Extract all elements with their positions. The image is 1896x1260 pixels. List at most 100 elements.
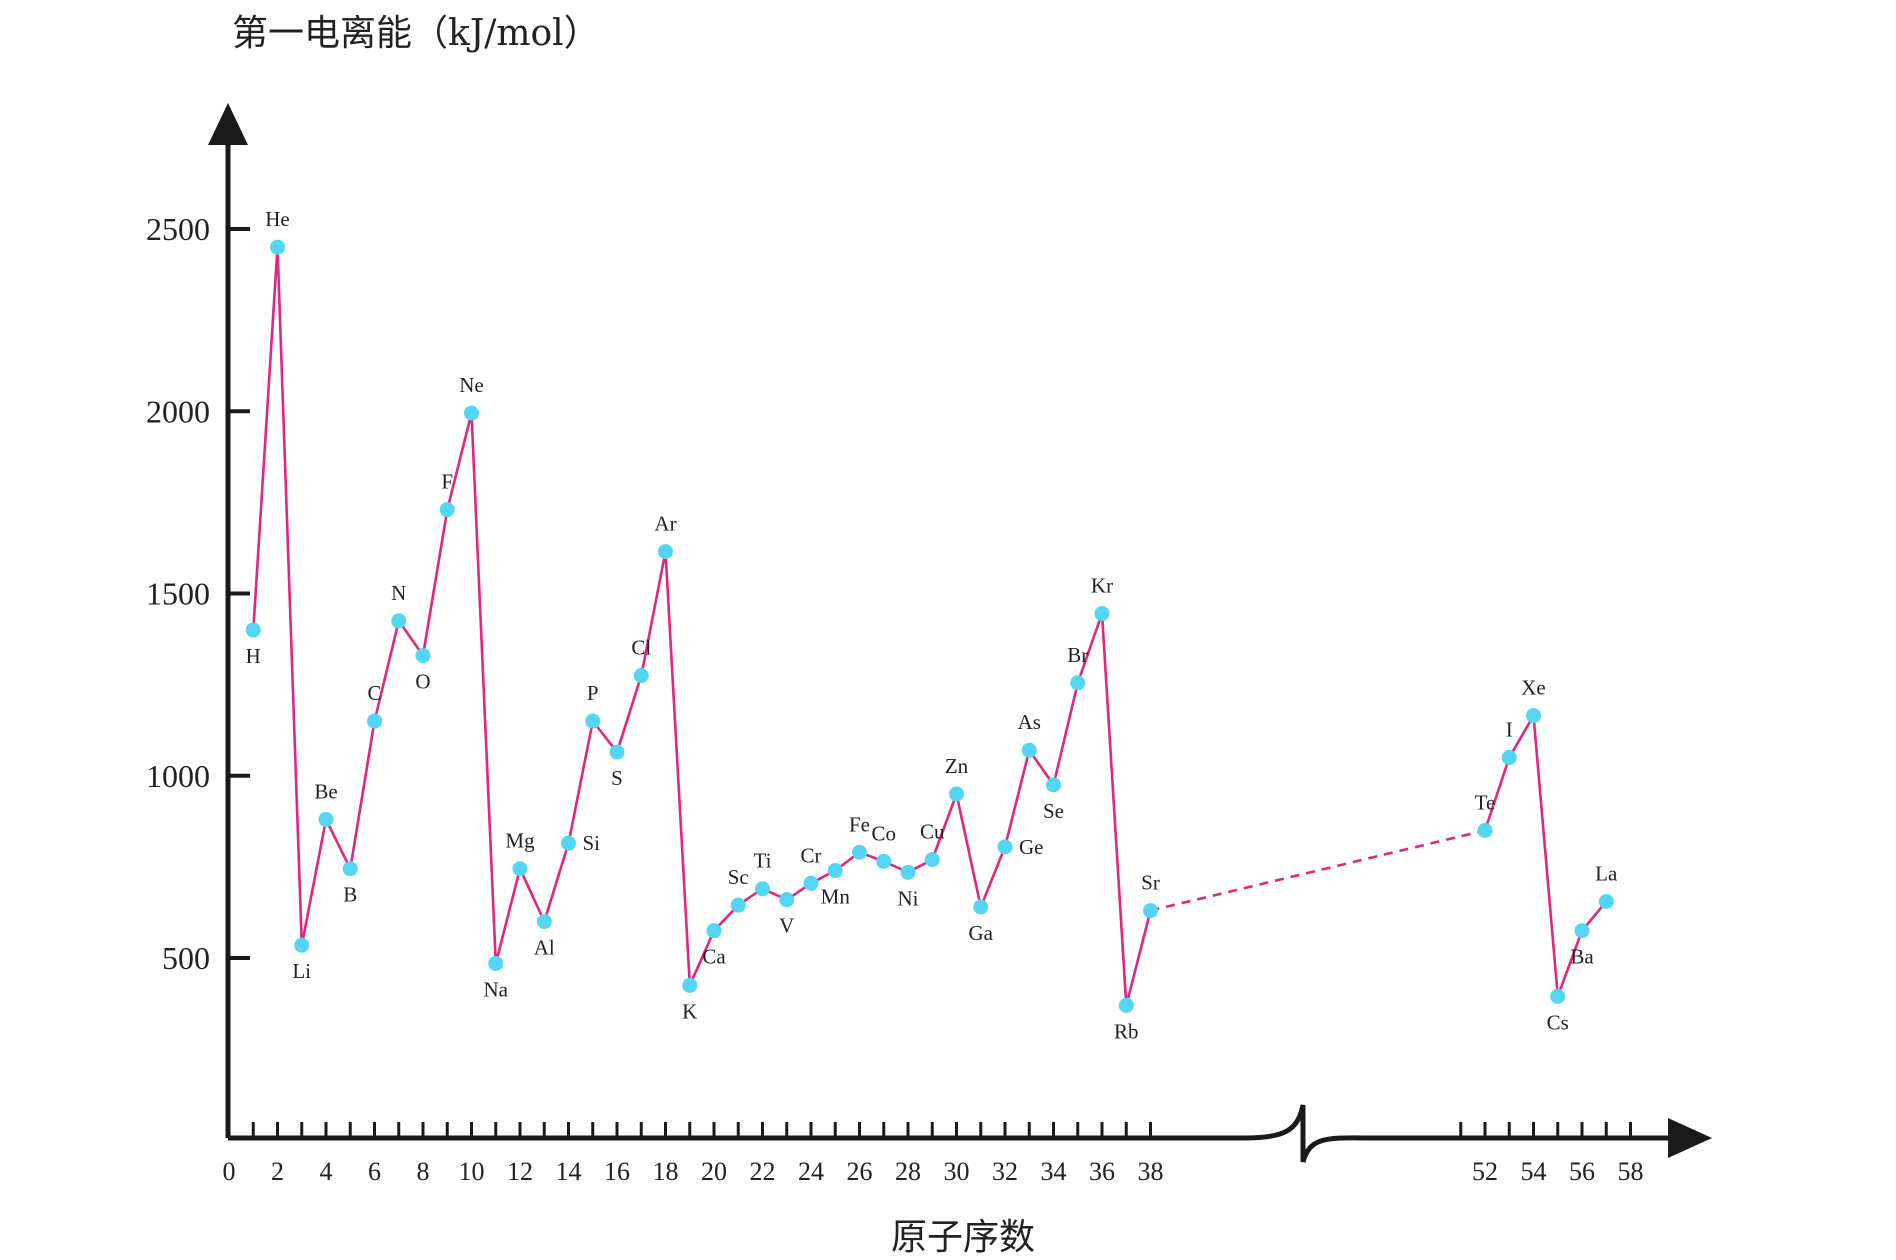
data-point-ge: [997, 839, 1013, 855]
element-label-se: Se: [1043, 799, 1064, 823]
element-label-ne: Ne: [459, 373, 484, 397]
y-tick-label: 1500: [146, 576, 210, 612]
data-point-s: [609, 744, 625, 760]
element-label-p: P: [587, 681, 599, 705]
data-point-v: [779, 892, 795, 908]
data-point-ba: [1574, 923, 1590, 939]
x-tick-label: 24: [798, 1157, 824, 1186]
element-label-v: V: [779, 914, 794, 938]
element-label-na: Na: [484, 977, 509, 1001]
data-point-k: [682, 977, 698, 993]
x-tick-label: 38: [1138, 1157, 1164, 1186]
data-point-f: [439, 502, 455, 518]
element-label-br: Br: [1067, 643, 1088, 667]
data-point-na: [488, 955, 504, 971]
element-label-cs: Cs: [1547, 1010, 1569, 1034]
data-point-al: [536, 914, 552, 930]
x-tick-label: 22: [750, 1157, 776, 1186]
x-tick-label: 10: [459, 1157, 485, 1186]
x-tick-label: 26: [847, 1157, 873, 1186]
data-point-te: [1477, 822, 1493, 838]
element-label-ge: Ge: [1019, 835, 1044, 859]
element-label-zn: Zn: [945, 754, 969, 778]
x-tick-label: 30: [944, 1157, 970, 1186]
data-point-ni: [900, 864, 916, 880]
data-point-cu: [924, 852, 940, 868]
data-point-sc: [730, 897, 746, 913]
data-point-i: [1501, 750, 1517, 766]
x-axis-title: 原子序数: [890, 1217, 1035, 1258]
data-point-b: [342, 861, 358, 877]
data-point-be: [318, 811, 334, 827]
y-tick-label: 2000: [146, 393, 210, 429]
element-label-co: Co: [871, 821, 896, 845]
data-point-cs: [1550, 988, 1566, 1004]
data-point-cl: [633, 668, 649, 684]
x-tick-label: 34: [1041, 1157, 1067, 1186]
x-axis-line: [228, 1104, 1672, 1163]
data-point-o: [415, 647, 431, 663]
x-tick-label: 8: [417, 1157, 430, 1186]
element-label-k: K: [682, 999, 697, 1023]
element-label-i: I: [1506, 718, 1513, 742]
element-label-te: Te: [1475, 790, 1496, 814]
data-point-he: [270, 239, 285, 255]
x-tick-label: 18: [653, 1157, 679, 1186]
element-label-ca: Ca: [702, 945, 726, 969]
element-label-mn: Mn: [821, 885, 851, 909]
axes: [208, 103, 1712, 1163]
x-tick-label: 20: [701, 1157, 727, 1186]
element-label-rb: Rb: [1114, 1019, 1139, 1043]
element-label-b: B: [343, 883, 357, 907]
element-label-ba: Ba: [1570, 945, 1594, 969]
element-label-cl: Cl: [631, 636, 651, 660]
element-label-ar: Ar: [654, 512, 676, 536]
y-axis-title: 第一电离能（kJ/mol）: [232, 13, 600, 54]
x-tick-label: 12: [507, 1157, 533, 1186]
data-point-se: [1046, 777, 1061, 793]
element-label-o: O: [415, 669, 430, 693]
data-point-co: [876, 853, 892, 869]
series-line: [252, 245, 1608, 1007]
element-label-mg: Mg: [505, 829, 535, 853]
element-label-cr: Cr: [801, 843, 822, 867]
element-label-be: Be: [314, 779, 337, 803]
x-tick-label: 54: [1521, 1157, 1547, 1186]
data-point-xe: [1526, 708, 1541, 724]
element-label-he: He: [265, 207, 290, 231]
data-point-ga: [973, 899, 989, 915]
data-point-fe: [852, 844, 867, 860]
element-label-cu: Cu: [920, 820, 945, 844]
y-ticks: 500 1000 1500 2000 2500: [146, 211, 250, 976]
element-label-la: La: [1595, 862, 1618, 886]
element-label-as: As: [1018, 710, 1041, 734]
data-point-kr: [1094, 606, 1110, 622]
x-ticks: 0 2 4 6 8 10 12 14 16 18 20 22 24 26 28 30 32 34 36 38 52 54 5…: [223, 1122, 1644, 1186]
x-tick-label: 52: [1472, 1157, 1498, 1186]
data-point-n: [391, 613, 407, 629]
x-tick-label: 6: [368, 1157, 381, 1186]
element-label-sr: Sr: [1141, 871, 1160, 895]
data-point-ti: [755, 881, 770, 897]
data-point-la: [1598, 894, 1614, 910]
series-line-left: [252, 245, 1152, 1007]
element-label-si: Si: [583, 831, 601, 855]
element-label-h: H: [246, 644, 261, 668]
element-label-kr: Kr: [1091, 574, 1113, 598]
x-tick-label: 4: [320, 1157, 333, 1186]
data-point-li: [294, 937, 310, 953]
element-label-ti: Ti: [754, 849, 772, 873]
x-tick-label: 14: [556, 1157, 582, 1186]
data-point-ca: [706, 923, 722, 939]
data-point-ar: [658, 544, 673, 560]
x-tick-label: 56: [1569, 1157, 1595, 1186]
y-tick-label: 1000: [146, 758, 210, 794]
x-axis-arrow: [1668, 1118, 1712, 1158]
data-point-as: [1021, 742, 1037, 758]
x-tick-label: 58: [1618, 1157, 1644, 1186]
element-label-fe: Fe: [849, 812, 870, 836]
data-point-cr: [803, 875, 819, 891]
element-label-ga: Ga: [969, 921, 994, 945]
